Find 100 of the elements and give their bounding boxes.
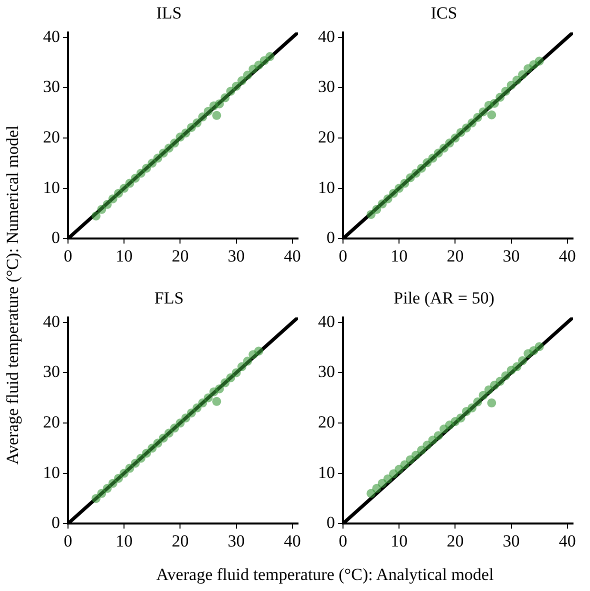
point [176, 418, 185, 428]
point [473, 397, 482, 406]
point [372, 204, 382, 214]
point [473, 112, 482, 122]
point [383, 194, 392, 204]
point [518, 70, 528, 80]
point [148, 444, 157, 453]
point [417, 446, 426, 455]
point [92, 211, 101, 220]
point [434, 431, 443, 440]
y-tick-label: 10 [43, 178, 60, 197]
point [496, 92, 505, 102]
point [164, 428, 174, 438]
point [501, 371, 510, 380]
x-tick-label: 0 [338, 531, 348, 550]
y-axis-title: Average fluid temperature (°C): Numerical model [3, 125, 23, 465]
y-tick-label: 20 [318, 127, 335, 146]
y-tick-label: 30 [43, 77, 60, 96]
y-tick-label: 20 [318, 412, 335, 432]
point [512, 76, 522, 85]
point [148, 158, 157, 168]
point [388, 188, 398, 198]
point [120, 468, 129, 478]
point [445, 138, 454, 148]
point [422, 440, 432, 450]
x-tick-label: 40 [558, 246, 576, 266]
point [186, 408, 196, 418]
point [125, 464, 134, 473]
point [400, 460, 410, 470]
y-tick-label: 40 [318, 312, 335, 331]
point [254, 346, 264, 356]
point [204, 106, 213, 116]
point [478, 390, 488, 400]
point [383, 474, 392, 484]
y-tick-label: 30 [43, 362, 60, 382]
point [108, 478, 118, 488]
point [265, 52, 274, 62]
point [181, 128, 190, 138]
point [512, 362, 522, 372]
x-tick-label: 0 [64, 531, 72, 550]
y-tick-label: 0 [326, 513, 335, 532]
point [192, 403, 202, 412]
y-tick-label: 40 [43, 26, 60, 46]
x-tick-label: 20 [172, 531, 189, 550]
x-tick-label: 30 [502, 531, 520, 550]
point [534, 56, 544, 66]
point [417, 164, 426, 173]
point [501, 86, 510, 96]
x-tick-label: 40 [558, 531, 576, 550]
point [439, 144, 448, 153]
y-tick-label: 40 [318, 26, 335, 46]
x-tick-label: 30 [228, 246, 245, 266]
point [158, 434, 168, 443]
point [232, 368, 241, 378]
x-tick-label: 0 [64, 246, 72, 266]
point [394, 184, 404, 193]
y-tick-label: 30 [318, 77, 335, 96]
point [378, 199, 387, 208]
point [411, 450, 420, 460]
y-tick-label: 30 [318, 362, 335, 382]
point [120, 184, 129, 193]
x-tick-label: 0 [338, 246, 348, 266]
point [92, 494, 101, 503]
chart-title: FLS [154, 288, 184, 308]
x-tick-label: 20 [446, 246, 464, 266]
point [237, 362, 246, 372]
point [232, 82, 241, 91]
y-tick-label: 10 [43, 462, 60, 482]
y-tick-label: 0 [52, 513, 60, 532]
point [136, 454, 146, 463]
point [97, 204, 106, 214]
point [153, 438, 162, 448]
point [226, 373, 236, 382]
y-tick-label: 10 [318, 462, 335, 482]
point [237, 76, 246, 86]
point [450, 134, 460, 143]
point [243, 70, 252, 80]
point [186, 122, 196, 132]
point [198, 112, 208, 122]
point [97, 488, 106, 498]
x-tick-label: 40 [284, 531, 301, 550]
chart-title: ILS [156, 4, 182, 23]
x-tick-label: 10 [116, 531, 133, 550]
point [108, 194, 118, 204]
point [170, 424, 180, 433]
point [214, 99, 224, 108]
point [198, 398, 208, 408]
point [212, 110, 222, 120]
point [136, 168, 146, 178]
y-tick-label: 20 [43, 412, 60, 432]
point [400, 178, 410, 188]
point [372, 484, 382, 493]
point [212, 396, 222, 406]
point [102, 484, 112, 493]
x-tick-label: 20 [172, 246, 189, 266]
point [220, 93, 230, 102]
x-tick-label: 10 [390, 246, 408, 266]
y-tick-label: 40 [43, 312, 60, 331]
point [114, 188, 123, 198]
point [142, 164, 152, 173]
